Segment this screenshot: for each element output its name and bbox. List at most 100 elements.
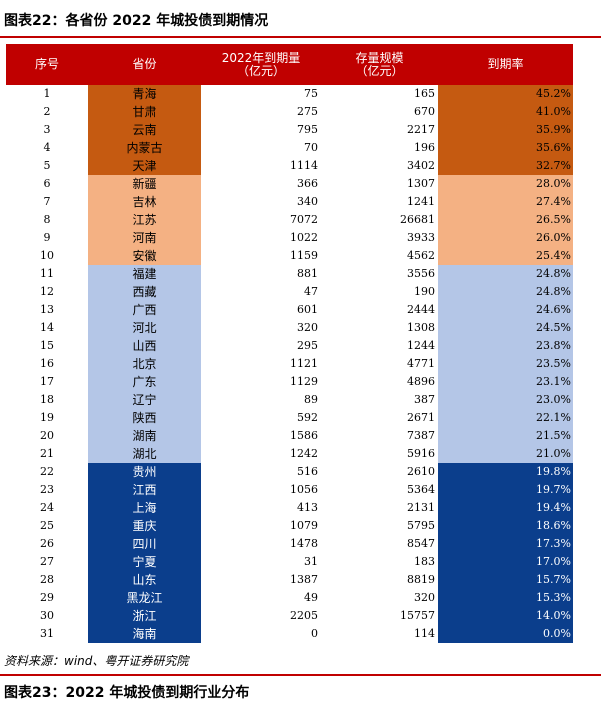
table-row: 23 江西 1056 5364 19.7% [6, 481, 573, 499]
table-row: 7 吉林 340 1241 27.4% [6, 193, 573, 211]
province-cell: 辽宁 [88, 391, 201, 409]
province-cell: 河北 [88, 319, 201, 337]
due-amount-cell: 2205 [290, 609, 318, 622]
row-number: 21 [40, 447, 54, 460]
maturity-rate-cell: 24.8% [438, 283, 573, 301]
maturity-rate-cell: 41.0% [438, 103, 573, 121]
table-row: 15 山西 295 1244 23.8% [6, 337, 573, 355]
title-rule [0, 36, 601, 38]
table-row: 5 天津 1114 3402 32.7% [6, 157, 573, 175]
table-row: 2 甘肃 275 670 41.0% [6, 103, 573, 121]
province-cell: 广东 [88, 373, 201, 391]
due-amount-cell: 516 [297, 465, 318, 478]
province-cell: 新疆 [88, 175, 201, 193]
stock-scale-cell: 190 [414, 285, 435, 298]
due-amount-cell: 413 [297, 501, 318, 514]
maturity-rate-cell: 19.7% [438, 481, 573, 499]
row-number: 22 [40, 465, 54, 478]
table-row: 31 海南 0 114 0.0% [6, 625, 573, 643]
province-cell: 山东 [88, 571, 201, 589]
maturity-rate-cell: 24.5% [438, 319, 573, 337]
table-header-row: 序号 省份 2022年到期量 （亿元） 存量规模 （亿元） 到期率 [6, 44, 573, 85]
maturity-rate-cell: 35.6% [438, 139, 573, 157]
due-amount-cell: 1586 [290, 429, 318, 442]
row-number: 5 [43, 159, 51, 172]
maturity-rate-cell: 15.7% [438, 571, 573, 589]
table-row: 10 安徽 1159 4562 25.4% [6, 247, 573, 265]
table-row: 12 西藏 47 190 24.8% [6, 283, 573, 301]
header-due-line1: 2022年到期量 [221, 50, 301, 65]
province-cell: 贵州 [88, 463, 201, 481]
stock-scale-cell: 114 [414, 627, 435, 640]
province-cell: 江西 [88, 481, 201, 499]
due-amount-cell: 1159 [290, 249, 318, 262]
header-stock: 存量规模 （亿元） [321, 44, 438, 85]
row-number: 18 [40, 393, 54, 406]
row-number: 10 [40, 249, 54, 262]
table-row: 26 四川 1478 8547 17.3% [6, 535, 573, 553]
stock-scale-cell: 387 [414, 393, 435, 406]
row-number: 25 [40, 519, 54, 532]
stock-scale-cell: 2131 [407, 501, 435, 514]
maturity-rate-cell: 22.1% [438, 409, 573, 427]
row-number: 31 [40, 627, 54, 640]
maturity-rate-cell: 19.8% [438, 463, 573, 481]
due-amount-cell: 89 [304, 393, 318, 406]
table-body: 1 青海 75 165 45.2% 2 甘肃 275 670 41.0% 3 云南 795 2217 35.… [6, 85, 573, 643]
table-row: 9 河南 1022 3933 26.0% [6, 229, 573, 247]
stock-scale-cell: 1241 [407, 195, 435, 208]
row-number: 27 [40, 555, 54, 568]
due-amount-cell: 592 [297, 411, 318, 424]
province-cell: 重庆 [88, 517, 201, 535]
table-row: 8 江苏 7072 26681 26.5% [6, 211, 573, 229]
stock-scale-cell: 3933 [407, 231, 435, 244]
due-amount-cell: 1079 [290, 519, 318, 532]
due-amount-cell: 795 [297, 123, 318, 136]
stock-scale-cell: 3402 [407, 159, 435, 172]
due-amount-cell: 47 [304, 285, 318, 298]
due-amount-cell: 7072 [290, 213, 318, 226]
table-row: 21 湖北 1242 5916 21.0% [6, 445, 573, 463]
row-number: 14 [40, 321, 54, 334]
due-amount-cell: 275 [297, 105, 318, 118]
due-amount-cell: 1114 [290, 159, 318, 172]
stock-scale-cell: 4562 [407, 249, 435, 262]
header-seq: 序号 [6, 44, 88, 85]
row-number: 15 [40, 339, 54, 352]
due-amount-cell: 1121 [290, 357, 318, 370]
maturity-rate-cell: 35.9% [438, 121, 573, 139]
stock-scale-cell: 196 [414, 141, 435, 154]
stock-scale-cell: 15757 [400, 609, 435, 622]
row-number: 28 [40, 573, 54, 586]
figure-title: 图表22：各省份 2022 年城投债到期情况 [4, 13, 269, 29]
province-cell: 黑龙江 [88, 589, 201, 607]
stock-scale-cell: 3556 [407, 267, 435, 280]
stock-scale-cell: 1244 [407, 339, 435, 352]
stock-scale-cell: 4896 [407, 375, 435, 388]
row-number: 1 [43, 87, 51, 100]
header-rate: 到期率 [438, 44, 573, 85]
table-row: 17 广东 1129 4896 23.1% [6, 373, 573, 391]
stock-scale-cell: 5795 [407, 519, 435, 532]
due-amount-cell: 1242 [290, 447, 318, 460]
row-number: 9 [43, 231, 51, 244]
due-amount-cell: 0 [311, 627, 318, 640]
maturity-rate-cell: 27.4% [438, 193, 573, 211]
maturity-rate-cell: 23.0% [438, 391, 573, 409]
province-cell: 云南 [88, 121, 201, 139]
due-amount-cell: 881 [297, 267, 318, 280]
province-cell: 吉林 [88, 193, 201, 211]
maturity-rate-cell: 25.4% [438, 247, 573, 265]
stock-scale-cell: 2444 [407, 303, 435, 316]
due-amount-cell: 295 [297, 339, 318, 352]
province-cell: 四川 [88, 535, 201, 553]
due-amount-cell: 1129 [290, 375, 318, 388]
next-figure-title: 图表23：2022 年城投债到期行业分布 [4, 685, 250, 701]
due-amount-cell: 1387 [290, 573, 318, 586]
header-stock-line1: 存量规模 [355, 50, 404, 65]
header-province: 省份 [88, 44, 201, 85]
table-row: 6 新疆 366 1307 28.0% [6, 175, 573, 193]
province-cell: 山西 [88, 337, 201, 355]
province-cell: 西藏 [88, 283, 201, 301]
table-row: 1 青海 75 165 45.2% [6, 85, 573, 103]
